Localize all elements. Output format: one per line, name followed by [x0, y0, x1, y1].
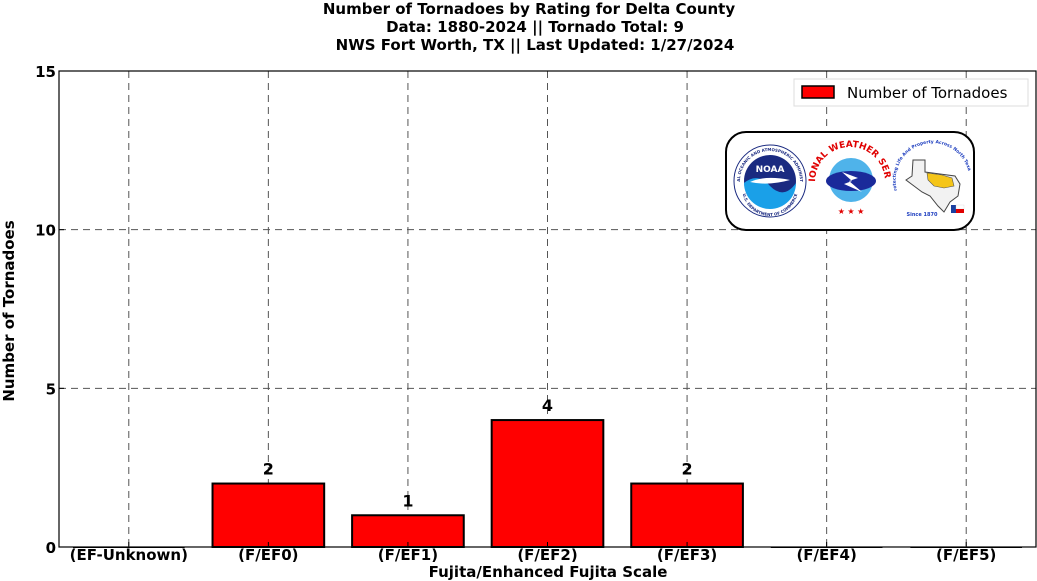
noaa-wave [744, 178, 796, 209]
bar-2 [351, 514, 465, 548]
bar-3 [490, 419, 605, 549]
texas-map-icon [905, 159, 961, 213]
bar-1 [211, 482, 326, 548]
nws-stars: ★ ★ ★ [838, 207, 865, 216]
fw-since-text: Since 1870 [907, 212, 938, 218]
title-line-2: Data: 1880-2024 || Tornado Total: 9 [386, 18, 684, 37]
x-ticks: (EF-Unknown) (F/EF0) (F/EF1) (F/EF2) (F/EF3)… [70, 542, 996, 564]
y-tick-label-15: 15 [35, 63, 56, 81]
data-labels: 2 1 4 2 [263, 396, 693, 510]
title-line-1: Number of Tornadoes by Rating for Delta … [323, 0, 735, 18]
y-tick-label-0: 0 [46, 539, 56, 557]
x-axis-label: Fujita/Enhanced Fujita Scale [429, 563, 668, 581]
title-line-3: NWS Fort Worth, TX || Last Updated: 1/27… [336, 36, 735, 55]
fw-region-highlight [926, 172, 955, 189]
chart-title: Number of Tornadoes by Rating for Delta … [323, 0, 735, 55]
legend: Number of Tornadoes [793, 78, 1029, 107]
data-label-1: 2 [263, 460, 274, 479]
plot-frame [58, 70, 1037, 548]
x-tick-label-0: (EF-Unknown) [70, 546, 188, 564]
noaa-gull [750, 177, 790, 184]
y-tick-label-5: 5 [46, 380, 56, 398]
texas-flag-icon [951, 204, 965, 213]
y-tick-label-10: 10 [35, 222, 56, 240]
nws-lightning-icon [842, 172, 862, 192]
legend-swatch [801, 85, 835, 99]
bars [72, 419, 1023, 549]
x-tick-label-1: (F/EF0) [238, 546, 298, 564]
x-tick-label-4: (F/EF3) [657, 546, 717, 564]
data-label-3: 4 [542, 396, 553, 415]
noaa-wordmark: NOAA [756, 165, 785, 175]
x-tick-label-2: (F/EF1) [378, 546, 438, 564]
bar-4 [630, 482, 744, 548]
data-label-4: 2 [682, 460, 693, 479]
x-tick-label-3: (F/EF2) [517, 546, 577, 564]
x-tick-label-6: (F/EF5) [936, 546, 996, 564]
data-label-2: 1 [402, 491, 413, 510]
legend-entry-label: Number of Tornadoes [847, 84, 1008, 102]
y-ticks: 0 5 10 15 [35, 63, 64, 557]
x-tick-label-5: (F/EF4) [796, 546, 856, 564]
y-axis-label: Number of Tornadoes [0, 220, 18, 401]
